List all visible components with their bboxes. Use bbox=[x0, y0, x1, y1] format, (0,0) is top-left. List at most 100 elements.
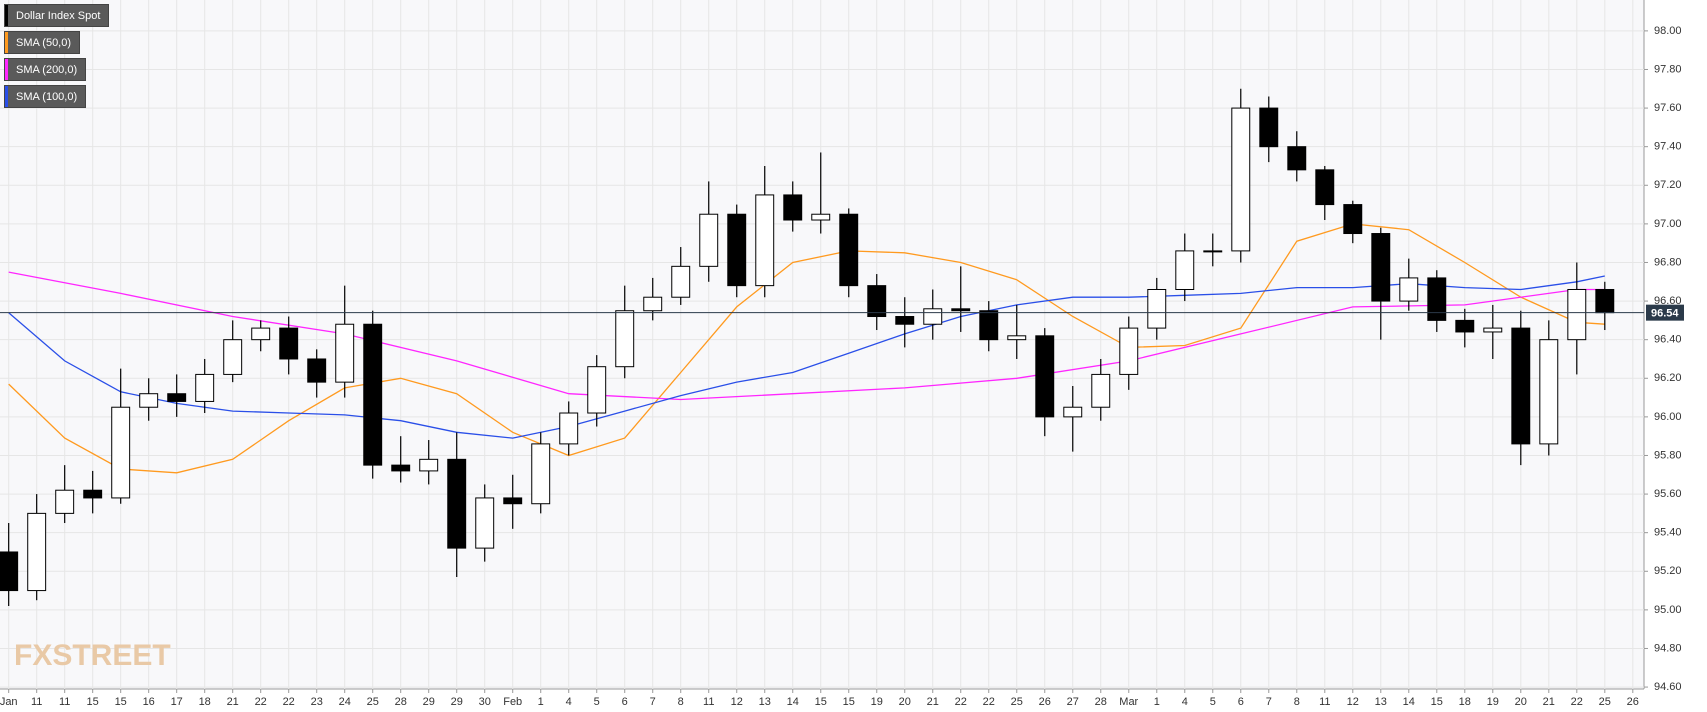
y-tick-label: 95.00 bbox=[1654, 604, 1682, 616]
x-tick-label: 20 bbox=[1515, 696, 1527, 708]
x-tick-label: 18 bbox=[1459, 696, 1471, 708]
x-tick-label: 15 bbox=[815, 696, 827, 708]
candle-body bbox=[587, 366, 607, 414]
candle-body bbox=[167, 393, 187, 402]
candle-body bbox=[699, 213, 719, 267]
y-tick-label: 97.40 bbox=[1654, 141, 1682, 153]
x-tick-label: 15 bbox=[1431, 696, 1443, 708]
candle-body bbox=[727, 213, 747, 287]
x-tick-label: 22 bbox=[255, 696, 267, 708]
candle-body bbox=[1063, 406, 1083, 418]
candle-body bbox=[1175, 250, 1195, 290]
x-tick-label: 12 bbox=[731, 696, 743, 708]
candle-body bbox=[1035, 335, 1055, 418]
candle-body bbox=[1371, 233, 1391, 302]
candle-body bbox=[1287, 146, 1307, 171]
x-tick-label: 21 bbox=[927, 696, 939, 708]
x-tick-label: 12 bbox=[1347, 696, 1359, 708]
x-tick-label: 25 bbox=[1599, 696, 1611, 708]
x-tick-label: 8 bbox=[678, 696, 684, 708]
candle-body bbox=[1091, 373, 1111, 408]
y-tick-label: 95.80 bbox=[1654, 449, 1682, 461]
x-tick-label: 13 bbox=[1375, 696, 1387, 708]
y-tick-label: 98.00 bbox=[1654, 25, 1682, 37]
y-tick-label: 96.20 bbox=[1654, 372, 1682, 384]
candle-body bbox=[55, 489, 75, 514]
y-tick-label: 96.00 bbox=[1654, 411, 1682, 423]
x-tick-label: 26 bbox=[1039, 696, 1051, 708]
y-tick-label: 94.60 bbox=[1654, 681, 1682, 693]
candle-body bbox=[27, 512, 47, 592]
candle-body bbox=[531, 443, 551, 505]
candle-body bbox=[923, 308, 943, 325]
plot-background bbox=[0, 0, 1644, 689]
candle-body bbox=[1399, 277, 1419, 302]
legend-swatch bbox=[5, 5, 8, 26]
candle-body bbox=[783, 194, 803, 221]
x-tick-label: 7 bbox=[1266, 696, 1272, 708]
x-tick-label: 29 bbox=[451, 696, 463, 708]
candle-body bbox=[139, 393, 159, 408]
x-tick-label: 15 bbox=[115, 696, 127, 708]
y-tick-label: 96.60 bbox=[1654, 295, 1682, 307]
candle-body bbox=[447, 458, 467, 549]
legend-label: SMA (50,0) bbox=[16, 36, 72, 49]
candle-body bbox=[111, 406, 131, 499]
x-tick-label: 13 bbox=[759, 696, 771, 708]
candle-body bbox=[811, 213, 831, 221]
x-tick-label: 1 bbox=[538, 696, 544, 708]
x-tick-label: 22 bbox=[983, 696, 995, 708]
candle-body bbox=[1147, 288, 1167, 329]
legend-label: Dollar Index Spot bbox=[16, 9, 101, 22]
candle-body bbox=[1595, 288, 1615, 314]
x-tick-label: 28 bbox=[1095, 696, 1107, 708]
candle-body bbox=[419, 458, 439, 472]
candle-body bbox=[839, 213, 859, 287]
candle-body bbox=[0, 551, 19, 592]
y-tick-label: 97.00 bbox=[1654, 218, 1682, 230]
x-tick-label: 20 bbox=[899, 696, 911, 708]
x-tick-label: 23 bbox=[311, 696, 323, 708]
candle-body bbox=[195, 373, 215, 402]
legend-label: SMA (200,0) bbox=[16, 63, 78, 76]
candle-body bbox=[279, 327, 299, 360]
candle-body bbox=[559, 412, 579, 445]
candle-body bbox=[951, 308, 971, 312]
candle-body bbox=[867, 285, 887, 318]
x-tick-label: 11 bbox=[31, 696, 42, 708]
candle-body bbox=[475, 497, 495, 549]
x-tick-label: 22 bbox=[283, 696, 295, 708]
candle-body bbox=[895, 316, 915, 325]
x-tick-label: Jan bbox=[0, 696, 18, 708]
candle-body bbox=[1427, 277, 1447, 321]
x-tick-label: 21 bbox=[227, 696, 239, 708]
legend-swatch bbox=[5, 86, 8, 107]
x-tick-label: 22 bbox=[955, 696, 967, 708]
x-tick-label: 15 bbox=[843, 696, 855, 708]
x-tick-label: 17 bbox=[171, 696, 183, 708]
candle-body bbox=[1231, 107, 1251, 252]
x-tick-label: Feb bbox=[503, 696, 522, 708]
candle-body bbox=[1259, 107, 1279, 148]
x-tick-label: 11 bbox=[1319, 696, 1330, 708]
candle-body bbox=[223, 339, 243, 375]
x-tick-label: 1 bbox=[1154, 696, 1160, 708]
x-tick-label: 11 bbox=[59, 696, 70, 708]
legend-item: Dollar Index Spot bbox=[4, 4, 110, 27]
x-tick-label: 5 bbox=[1210, 696, 1216, 708]
candle-body bbox=[1539, 339, 1559, 445]
y-tick-label: 95.20 bbox=[1654, 565, 1682, 577]
x-tick-label: 16 bbox=[143, 696, 155, 708]
x-tick-label: 7 bbox=[650, 696, 656, 708]
candle-body bbox=[643, 296, 663, 312]
x-tick-label: 14 bbox=[1403, 696, 1415, 708]
x-tick-label: 29 bbox=[423, 696, 435, 708]
x-tick-label: 11 bbox=[703, 696, 714, 708]
x-tick-label: 25 bbox=[1011, 696, 1023, 708]
candle-body bbox=[979, 310, 999, 341]
x-tick-label: 6 bbox=[1238, 696, 1244, 708]
candle-body bbox=[83, 489, 103, 499]
x-tick-label: 18 bbox=[199, 696, 211, 708]
x-tick-label: 6 bbox=[622, 696, 628, 708]
